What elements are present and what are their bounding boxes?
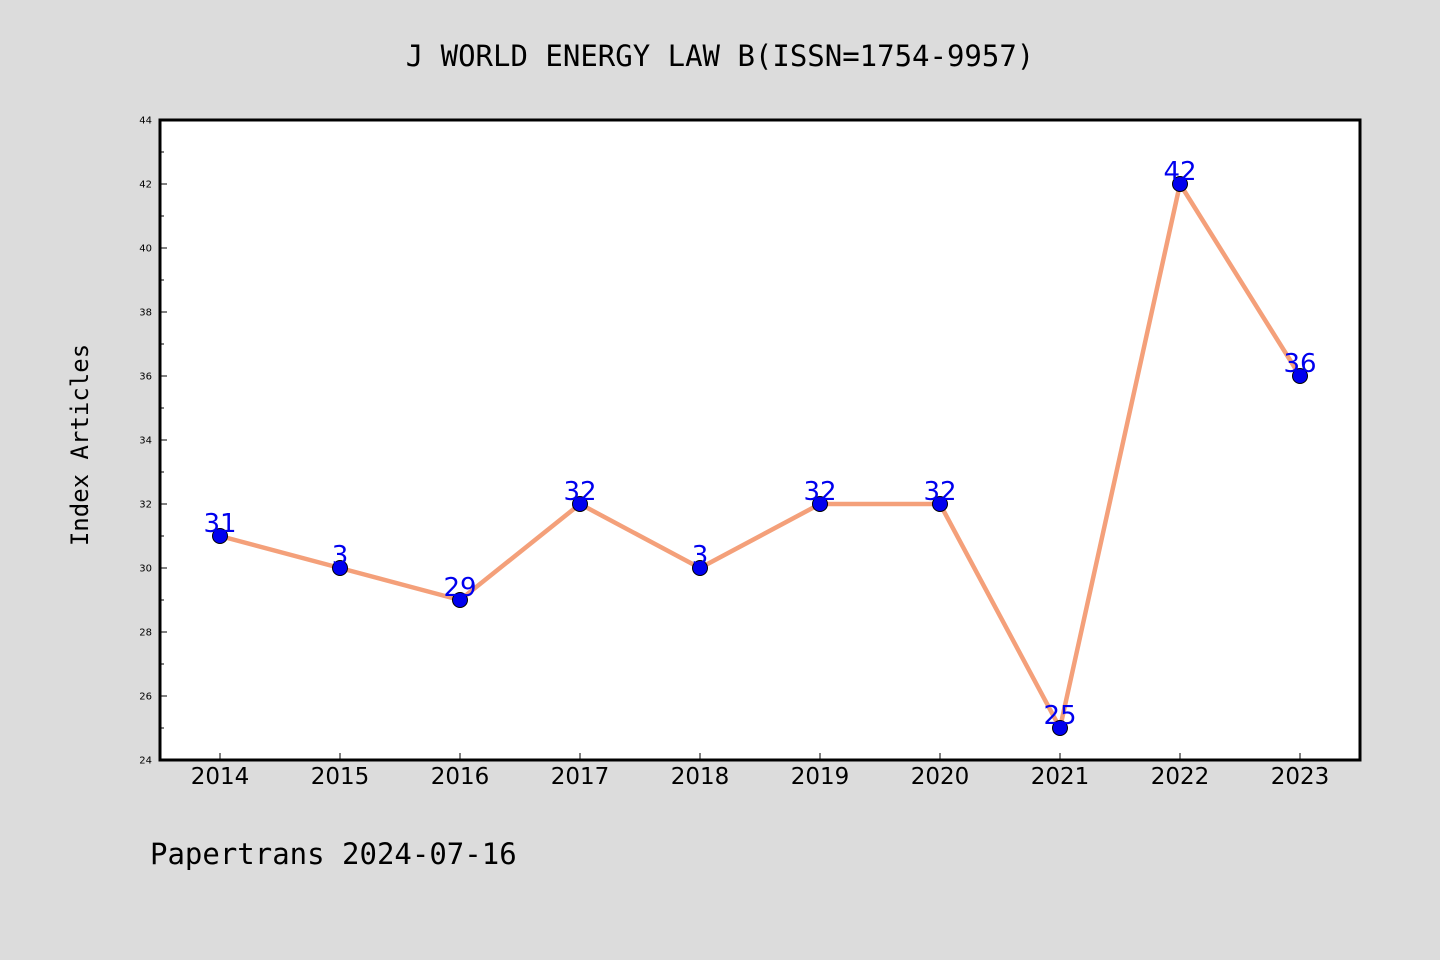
x-tick-label: 2014: [191, 764, 250, 790]
y-tick-label: 32: [139, 500, 152, 511]
data-point: [692, 560, 708, 576]
x-tick-label: 2015: [311, 764, 370, 790]
data-point: [572, 496, 588, 512]
data-label: 29: [443, 573, 476, 603]
x-tick-label: 2017: [551, 764, 610, 790]
x-tick-label: 2018: [671, 764, 730, 790]
series-line: [217, 181, 1303, 731]
y-axis-label: Index Articles: [66, 344, 94, 546]
y-axis-ticks: 24 26 28 30 32 34 36 38 40 42 44: [139, 116, 167, 767]
data-label: 25: [1043, 701, 1076, 731]
data-label: 31: [203, 509, 236, 539]
x-tick-label: 2019: [791, 764, 850, 790]
data-label: 3: [692, 541, 709, 571]
y-tick-label: 30: [139, 564, 152, 575]
y-tick-label: 28: [139, 628, 152, 639]
x-tick-label: 2021: [1031, 764, 1090, 790]
x-tick-label: 2023: [1271, 764, 1330, 790]
x-tick-label: 2016: [431, 764, 490, 790]
data-label: 32: [923, 477, 956, 507]
data-point: [212, 528, 228, 544]
data-label: 32: [563, 477, 596, 507]
data-point: [1172, 176, 1188, 192]
y-tick-label: 38: [139, 308, 152, 319]
data-point: [812, 496, 828, 512]
y-tick-label: 40: [139, 244, 152, 255]
series-layer: 31 3 29 32 3 32 32 25 42 36: [203, 157, 1317, 736]
data-point: [1052, 720, 1068, 736]
data-label: 3: [332, 541, 349, 571]
x-tick-label: 2020: [911, 764, 970, 790]
y-tick-label: 44: [139, 116, 152, 127]
plot-frame: [158, 118, 1362, 762]
data-point: [332, 560, 348, 576]
chart-title: J WORLD ENERGY LAW B(ISSN=1754-9957): [406, 39, 1035, 73]
x-tick-label: 2022: [1151, 764, 1210, 790]
y-tick-label: 42: [139, 180, 152, 191]
x-axis-ticks: 2014 2015 2016 2017 2018 2019 2020 2021 2022 2023: [191, 753, 1330, 790]
data-label: 36: [1283, 349, 1316, 379]
data-point: [1292, 368, 1308, 384]
data-label: 32: [803, 477, 836, 507]
plot-area: [160, 120, 1360, 760]
data-point: [452, 592, 468, 608]
footer-credit: Papertrans 2024-07-16: [150, 837, 517, 871]
y-tick-label: 34: [139, 436, 152, 447]
data-label: 42: [1163, 157, 1196, 187]
data-point: [932, 496, 948, 512]
y-tick-label: 24: [139, 756, 152, 767]
y-tick-label: 26: [139, 692, 152, 703]
y-tick-label: 36: [139, 372, 152, 383]
